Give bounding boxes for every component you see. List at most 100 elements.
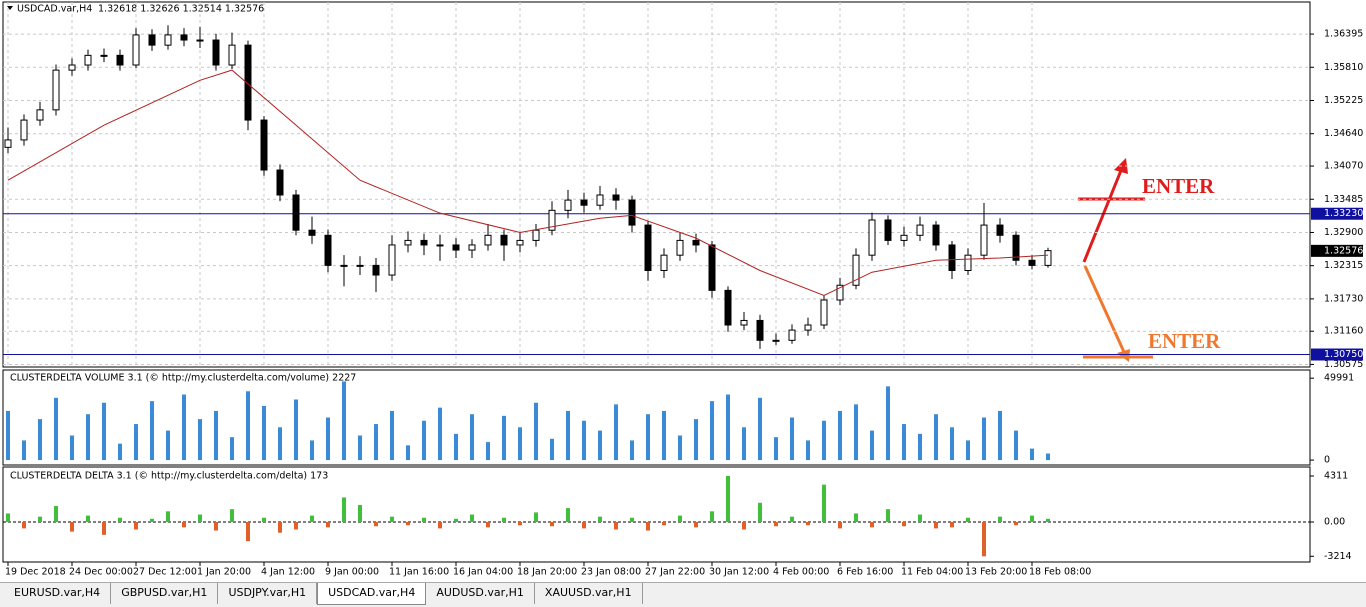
x-tick-label: 23 Jan 08:00 [581,567,641,578]
bar [406,445,410,461]
bar [934,521,938,529]
x-tick-label: 24 Dec 00:00 [69,567,133,578]
bar [582,521,586,529]
candle-body [420,239,428,246]
y-tick-label: 1.36395 [1324,29,1363,40]
bar [278,427,282,461]
bar [390,410,394,461]
candle-body [868,219,876,256]
bar [518,427,522,461]
candle-body [324,234,332,266]
bar [774,521,778,527]
bar [502,415,506,461]
candle-body [468,244,476,251]
candle-body [548,209,556,231]
candle-body [52,69,60,111]
terminal-charts: USDCAD.var,H4 1.32618 1.32626 1.32514 1.… [2,1,1363,578]
bar [822,484,826,522]
bar [902,521,906,527]
bar [134,521,138,530]
candle-body [404,239,412,246]
candle-body [84,54,92,66]
candle-body [388,244,396,276]
chart-tab[interactable]: AUDUSD.var,H1 [426,583,535,604]
candle-body [644,224,652,271]
chart-tab[interactable]: EURUSD.var,H4 [4,583,112,604]
candle-body [276,169,284,196]
candle-body [1044,250,1052,266]
candle-body [436,244,444,247]
y-tick-label: 1.32315 [1324,260,1363,271]
moving-average [7,69,1049,297]
bar [790,417,794,461]
bar [998,516,1002,522]
candle-body [116,54,124,66]
candle-body [836,284,844,301]
last-price-label: 1.32576 [1324,245,1363,256]
candle-body [852,254,860,286]
bar [630,517,634,522]
bar [1046,518,1050,522]
menu-arrow[interactable] [7,6,13,10]
bar [950,521,954,528]
candle-body [180,34,188,41]
last-price-tag [1311,244,1363,257]
bar [54,397,58,461]
bar [118,517,122,522]
bar [486,442,490,461]
candle-body [4,139,12,148]
bar [550,521,554,527]
chart-tab[interactable]: USDCAD.var,H4 [317,583,427,605]
bar [694,521,698,528]
bar [150,518,154,522]
x-tick-label: 6 Feb 16:00 [837,567,893,578]
bar [422,517,426,522]
bar [294,399,298,461]
y-tick-label: 1.30575 [1324,359,1363,370]
candle-body [132,34,140,66]
x-tick-label: 19 Dec 2018 [5,567,66,578]
candle-body [788,329,796,341]
x-tick-label: 27 Dec 12:00 [133,567,197,578]
y-tick-label: 0.00 [1324,516,1345,527]
bar [470,414,474,461]
bar [742,521,746,530]
bar [134,424,138,461]
bar [1046,453,1050,461]
annotation: ENTER [1148,329,1221,353]
candle-body [164,34,172,46]
y-tick-label: 1.32900 [1324,227,1363,238]
candle-body [820,299,828,326]
bar [310,515,314,522]
chart-quote: 1.32618 1.32626 1.32514 1.32576 [98,4,264,15]
bar [566,410,570,461]
bar [198,514,202,522]
bar [70,435,74,461]
bar [486,521,490,528]
bar [230,437,234,461]
bar [358,504,362,522]
bar [886,509,890,522]
candle-body [452,244,460,251]
x-tick-label: 30 Jan 12:00 [709,567,769,578]
candle-body [932,224,940,246]
bar [806,440,810,461]
bar [630,440,634,461]
candle-body [900,234,908,241]
bar [310,440,314,461]
candle-body [148,34,156,46]
bar [470,514,474,522]
chart-tab[interactable]: USDJPY.var,H1 [218,583,318,604]
x-tick-label: 13 Feb 20:00 [965,567,1027,578]
bar [150,401,154,461]
chart-tab[interactable]: GBPUSD.var,H1 [111,583,219,604]
bar [822,420,826,461]
bar [438,407,442,461]
bar [22,521,26,529]
bar [598,430,602,461]
y-tick-label: 1.31160 [1324,326,1363,337]
chart-tab[interactable]: XAUUSD.var,H1 [535,583,643,604]
annotation: ENTER [1142,174,1215,198]
tab-bar: EURUSD.var,H4 GBPUSD.var,H1 USDJPY.var,H1 U… [0,582,1366,607]
